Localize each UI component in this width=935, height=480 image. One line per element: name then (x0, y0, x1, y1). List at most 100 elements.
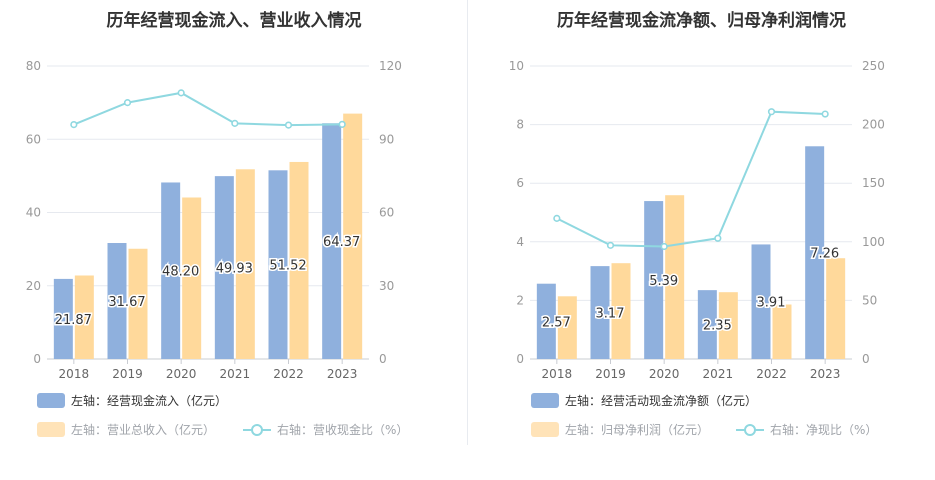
bar-data-label: 2.35 (703, 319, 732, 334)
x-tick-label: 2020 (649, 367, 680, 380)
legend-item-cash-inflow[interactable]: 左轴：经营现金流入（亿元） (37, 392, 227, 409)
x-tick-label: 2019 (595, 367, 626, 380)
bar-secondary (718, 292, 738, 359)
bar-secondary (772, 304, 792, 359)
y-left-tick-label: 40 (26, 206, 41, 220)
chart-title: 历年经营现金流入、营业收入情况 (106, 11, 362, 31)
y-right-tick-label: 30 (379, 279, 394, 293)
bar-secondary (611, 263, 631, 359)
y-left-tick-label: 20 (26, 279, 41, 293)
bar-data-label: 2.57 (542, 315, 571, 330)
y-right-tick-label: 0 (379, 352, 387, 366)
bar-primary (751, 244, 771, 359)
x-tick-label: 2018 (59, 367, 90, 380)
bar-data-label: 21.87 (55, 313, 92, 328)
legend-label: 左轴：归母净利润（亿元） (565, 423, 710, 437)
legend-label: 左轴：经营活动现金流净额（亿元） (565, 394, 758, 408)
bar-data-label: 64.37 (323, 235, 360, 250)
ratio-line-point (767, 108, 776, 116)
bar-data-label: 48.20 (162, 265, 199, 280)
ratio-line-point (338, 120, 346, 128)
y-left-tick-label: 0 (516, 352, 524, 366)
y-right-tick-label: 0 (862, 352, 870, 366)
ratio-line-point (606, 241, 615, 249)
bar-secondary (289, 161, 309, 359)
chart-plot: 0 20 40 60 80 0 30 60 90 120 2018 2019 2020 2021 2022 2… (26, 59, 402, 380)
legend-label: 左轴：经营现金流入（亿元） (71, 394, 228, 408)
ratio-line (556, 110, 826, 248)
legend-item-net-profit[interactable]: 左轴：归母净利润（亿元） (531, 421, 709, 438)
y-right-tick-label: 200 (862, 118, 885, 132)
x-tick-label: 2018 (542, 367, 573, 380)
ratio-line-point (284, 121, 293, 129)
x-tick-label: 2021 (703, 367, 734, 380)
legend-line-marker-icon (736, 422, 764, 437)
bar-secondary (665, 195, 685, 359)
legend-swatch-blue (37, 393, 65, 408)
bar-data-label: 3.17 (596, 307, 625, 322)
ratio-line-point (177, 89, 185, 97)
bar-primary (214, 176, 234, 359)
bar-secondary (557, 296, 577, 359)
bar-secondary (826, 258, 846, 359)
legend-line-marker-icon (243, 422, 271, 437)
ratio-line-point (821, 110, 829, 118)
ratio-line-point (714, 234, 722, 242)
y-left-tick-label: 2 (516, 293, 524, 307)
x-tick-label: 2022 (756, 367, 787, 380)
y-left-tick-label: 6 (516, 176, 524, 190)
x-tick-label: 2019 (112, 367, 143, 380)
bar-data-label: 51.52 (269, 259, 306, 274)
chart-panel-netcash-profit: 历年经营现金流净额、归母净利润情况 0 2 4 6 8 10 0 50 100 150 200 250… (468, 0, 935, 480)
legend-item-net-cash-ratio[interactable]: 右轴：净现比（%） (736, 421, 877, 438)
bar-secondary (343, 113, 363, 359)
bar-data-label: 5.39 (649, 274, 678, 289)
bar-primary (53, 278, 73, 359)
bar-secondary (74, 275, 94, 359)
legend-item-revenue[interactable]: 左轴：营业总收入（亿元） (37, 421, 215, 438)
y-right-tick-label: 120 (379, 59, 402, 73)
bar-primary (268, 170, 288, 359)
y-left-tick-label: 4 (516, 235, 524, 249)
legend-label: 左轴：营业总收入（亿元） (71, 423, 216, 437)
chart-title: 历年经营现金流净额、归母净利润情况 (557, 11, 846, 31)
y-right-tick-label: 50 (862, 293, 877, 307)
x-tick-label: 2023 (810, 367, 841, 380)
legend-item-cash-ratio[interactable]: 右轴：营收现金比（%） (243, 421, 408, 438)
y-left-tick-label: 80 (26, 59, 41, 73)
x-tick-label: 2021 (220, 367, 251, 380)
bar-primary (644, 201, 664, 359)
bar-primary (697, 290, 717, 359)
ratio-line-point (123, 99, 132, 107)
ratio-line-point (231, 119, 239, 127)
legend-label: 右轴：净现比（%） (770, 423, 878, 437)
panel-divider (467, 0, 468, 445)
bar-primary (322, 123, 342, 359)
bar-primary (805, 146, 825, 359)
legend-item-net-cash[interactable]: 左轴：经营活动现金流净额（亿元） (531, 392, 757, 409)
ratio-line-point (70, 120, 78, 129)
bar-data-label: 7.26 (810, 247, 839, 262)
bar-primary (536, 283, 556, 359)
bar-primary (590, 266, 610, 359)
y-left-tick-label: 60 (26, 132, 41, 146)
legend-swatch-orange (37, 422, 65, 437)
y-right-tick-label: 60 (379, 206, 394, 220)
y-right-tick-label: 100 (862, 235, 885, 249)
x-tick-label: 2020 (166, 367, 197, 380)
ratio-line (73, 91, 343, 127)
bar-data-label: 49.93 (216, 262, 253, 277)
chart-panel-cashflow-revenue: 历年经营现金流入、营业收入情况 0 20 40 60 80 0 30 60 90 120 2018 2… (26, 11, 408, 438)
bar-secondary (128, 248, 148, 359)
ratio-line-point (553, 214, 561, 222)
bar-data-label: 31.67 (108, 295, 145, 310)
legend-swatch-blue (531, 393, 559, 408)
y-left-tick-label: 10 (509, 59, 524, 73)
x-tick-label: 2022 (273, 367, 304, 380)
x-tick-label: 2023 (327, 367, 358, 380)
legend-label: 右轴：营收现金比（%） (277, 423, 409, 437)
bar-data-label: 3.91 (757, 296, 786, 311)
y-left-tick-label: 0 (33, 352, 41, 366)
y-right-tick-label: 90 (379, 132, 394, 146)
